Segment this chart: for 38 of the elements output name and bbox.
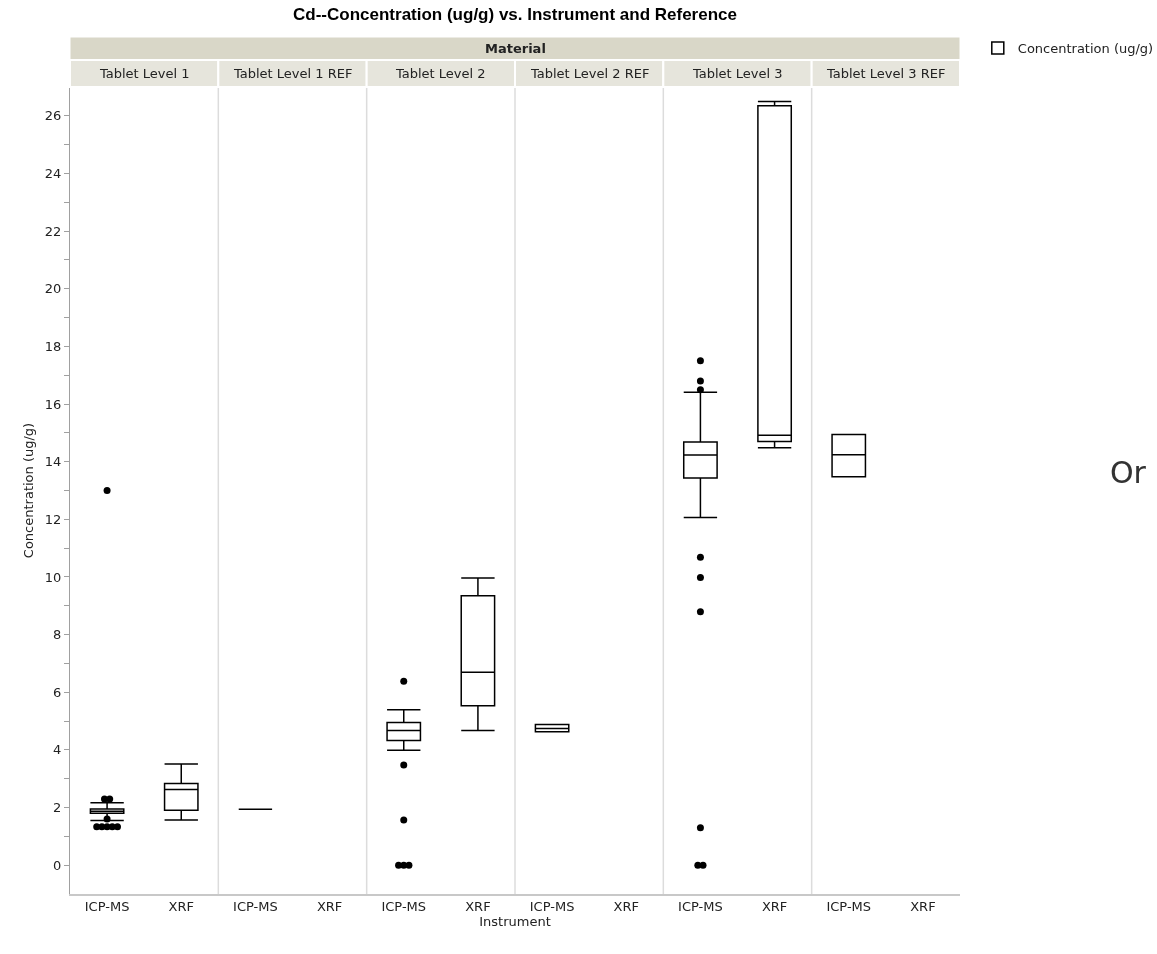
x-tick-label: XRF — [910, 899, 936, 915]
chart-title: Cd--Concentration (ug/g) vs. Instrument and Reference — [293, 4, 737, 24]
x-tick-label: ICP-MS — [529, 899, 575, 915]
y-axis-title: Concentration (ug/g) — [20, 422, 36, 559]
text: Tablet Level 1 REF — [233, 66, 353, 81]
x-tick-label: XRF — [761, 899, 788, 915]
text: Material — [485, 41, 546, 56]
text: Tablet Level 3 — [692, 66, 783, 81]
x-tick-label: ICP-MS — [381, 899, 427, 915]
y-tick-label: 22 — [44, 223, 62, 239]
y-tick-label: 12 — [44, 511, 62, 527]
x-tick-label: ICP-MS — [84, 899, 130, 915]
text: Tablet Level 2 — [395, 66, 486, 81]
x-tick-label: XRF — [316, 899, 343, 915]
x-tick-label: XRF — [613, 899, 639, 915]
y-tick-label: 0 — [53, 857, 62, 873]
y-tick-label: 4 — [53, 742, 62, 758]
x-tick-label: XRF — [465, 899, 491, 915]
x-tick-label: ICP-MS — [826, 899, 872, 915]
legend-label: Concentration (ug/g) — [1017, 40, 1154, 56]
y-tick-label: 6 — [53, 684, 62, 700]
text: Tablet Level 2 REF — [530, 66, 650, 81]
text: Tablet Level 1 — [99, 66, 190, 81]
x-tick-label: ICP-MS — [233, 899, 278, 915]
x-tick-label: ICP-MS — [678, 899, 723, 915]
y-tick-label: 16 — [44, 396, 62, 412]
text: Or — [1110, 455, 1147, 490]
y-tick-label: 24 — [44, 166, 62, 182]
y-tick-label: 2 — [53, 800, 62, 816]
y-tick-label: 10 — [44, 569, 62, 585]
y-tick-label: 26 — [44, 108, 62, 124]
text: Tablet Level 3 REF — [826, 66, 946, 81]
x-tick-label: XRF — [168, 899, 194, 915]
y-tick-label: 8 — [53, 627, 62, 643]
y-tick-label: 18 — [44, 338, 62, 354]
x-axis-title: Instrument — [479, 914, 551, 930]
y-tick-label: 20 — [44, 281, 62, 297]
y-tick-label: 14 — [44, 454, 62, 470]
